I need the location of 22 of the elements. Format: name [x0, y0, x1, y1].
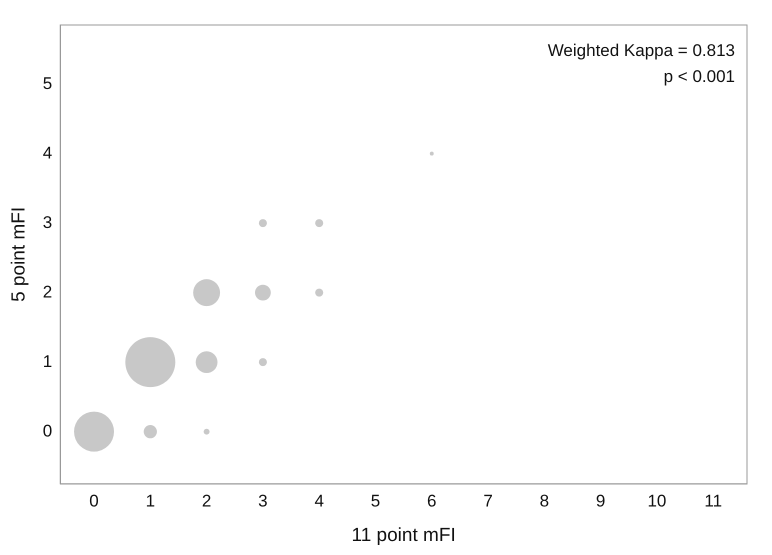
x-tick-label: 6	[427, 492, 437, 511]
x-tick-label: 5	[370, 492, 380, 511]
y-tick-label: 0	[42, 421, 52, 440]
x-tick-label: 7	[483, 492, 493, 511]
y-tick-label: 3	[42, 212, 52, 232]
y-axis-title: 5 point mFI	[8, 206, 30, 302]
x-tick-label: 11	[704, 492, 722, 511]
x-axis-title: 11 point mFI	[352, 524, 456, 546]
x-tick-label: 3	[258, 492, 268, 511]
y-tick-label: 2	[42, 282, 52, 302]
x-tick-label: 0	[89, 492, 99, 511]
x-tick-label: 1	[146, 492, 156, 511]
x-tick-label: 10	[647, 492, 666, 511]
x-tick-label: 9	[596, 492, 606, 511]
y-tick-label: 4	[42, 143, 52, 162]
annotation: p < 0.001	[664, 67, 735, 86]
annotation: Weighted Kappa = 0.813	[548, 41, 735, 60]
x-tick-label: 4	[314, 492, 324, 511]
y-tick-label: 5	[42, 74, 52, 93]
y-tick-label: 1	[42, 352, 52, 371]
x-tick-label: 2	[202, 492, 212, 511]
x-tick-label: 8	[540, 492, 550, 511]
